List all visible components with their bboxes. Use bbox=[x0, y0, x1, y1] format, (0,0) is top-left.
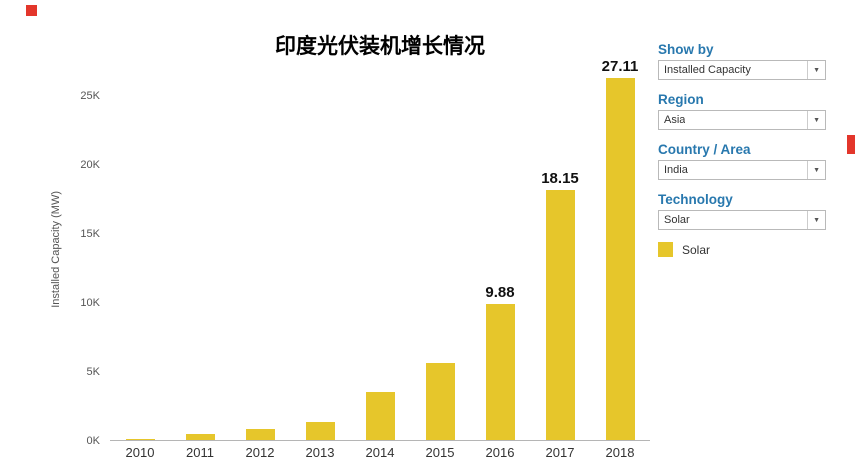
x-tick-label: 2016 bbox=[485, 445, 515, 460]
x-axis-labels: 2010 2011 2012 2013 2014 2015 2016 2017 2018 bbox=[110, 445, 650, 460]
chevron-down-icon[interactable]: ▼ bbox=[807, 161, 825, 179]
bar-2014[interactable] bbox=[365, 391, 395, 440]
filter-dropdown[interactable]: Solar ▼ bbox=[658, 210, 826, 230]
red-marker-top-left bbox=[26, 5, 37, 16]
x-tick-label: 2012 bbox=[245, 445, 275, 460]
bar-2010[interactable] bbox=[125, 439, 155, 440]
bar-group-2018: 27.11 bbox=[590, 58, 650, 440]
plot-area: 9.88 18.15 27.11 bbox=[110, 58, 650, 441]
y-tick-label: 15K bbox=[80, 228, 100, 241]
bar-group-2017: 18.15 bbox=[530, 58, 590, 440]
x-tick-label: 2011 bbox=[186, 445, 214, 460]
chevron-down-icon[interactable]: ▼ bbox=[807, 211, 825, 229]
y-tick-label: 20K bbox=[80, 159, 100, 172]
y-tick-label: 10K bbox=[80, 297, 100, 310]
bar-2016[interactable] bbox=[485, 303, 515, 440]
bar-group-2015 bbox=[410, 58, 470, 440]
x-tick-label: 2014 bbox=[365, 445, 395, 460]
y-tick-label: 0K bbox=[86, 435, 100, 447]
bars: 9.88 18.15 27.11 bbox=[110, 58, 650, 440]
bar-2012[interactable] bbox=[245, 428, 275, 440]
legend-label: Solar bbox=[682, 242, 711, 257]
x-tick-label: 2010 bbox=[125, 445, 155, 460]
bar-2017[interactable] bbox=[545, 189, 575, 440]
filter-dropdown[interactable]: Asia ▼ bbox=[658, 110, 826, 130]
bar-group-2016: 9.88 bbox=[470, 58, 530, 440]
filter-region: Region Asia ▼ bbox=[658, 92, 826, 130]
x-tick-label: 2018 bbox=[605, 445, 635, 460]
legend-item-solar[interactable]: Solar bbox=[658, 242, 826, 257]
bar-2015[interactable] bbox=[425, 362, 455, 440]
x-tick-label: 2017 bbox=[545, 445, 575, 460]
bar-2013[interactable] bbox=[305, 422, 335, 440]
bar-2011[interactable] bbox=[185, 433, 215, 440]
filter-label: Show by bbox=[658, 42, 714, 57]
filters-container: Show by Installed Capacity ▼ Region Asia ▼ Cou… bbox=[658, 42, 826, 230]
chevron-down-icon[interactable]: ▼ bbox=[807, 61, 825, 79]
legend: Solar bbox=[658, 242, 826, 257]
bar-group-2012 bbox=[230, 58, 290, 440]
x-tick-label: 2015 bbox=[425, 445, 455, 460]
chart-title: 印度光伏装机增长情况 bbox=[275, 35, 485, 58]
y-axis-label: Installed Capacity (MW) bbox=[50, 190, 62, 308]
filter-label: Country / Area bbox=[658, 142, 751, 157]
bar-group-2013 bbox=[290, 58, 350, 440]
legend-swatch bbox=[658, 242, 673, 257]
bar-group-2011 bbox=[170, 58, 230, 440]
filter-label: Technology bbox=[658, 192, 733, 207]
dropdown-value: Asia bbox=[664, 114, 686, 126]
filter-label: Region bbox=[658, 92, 704, 107]
bar-group-2010 bbox=[110, 58, 170, 440]
filter-country-area: Country / Area India ▼ bbox=[658, 142, 826, 180]
x-tick-label: 2013 bbox=[305, 445, 335, 460]
bar-group-2014 bbox=[350, 58, 410, 440]
filter-dropdown[interactable]: India ▼ bbox=[658, 160, 826, 180]
filter-technology: Technology Solar ▼ bbox=[658, 192, 826, 230]
filter-dropdown[interactable]: Installed Capacity ▼ bbox=[658, 60, 826, 80]
chevron-down-icon[interactable]: ▼ bbox=[807, 111, 825, 129]
bar-value-label: 9.88 bbox=[485, 283, 515, 301]
filter-sidebar: Show by Installed Capacity ▼ Region Asia ▼ Cou… bbox=[658, 42, 826, 257]
dropdown-value: India bbox=[664, 164, 688, 176]
y-axis-ticks: 0K 5K 10K 15K 20K 25K bbox=[62, 58, 104, 447]
dropdown-value: Solar bbox=[664, 214, 690, 226]
bar-value-label: 27.11 bbox=[601, 58, 639, 75]
y-tick-label: 25K bbox=[80, 90, 100, 103]
filter-show-by: Show by Installed Capacity ▼ bbox=[658, 42, 826, 80]
bar-value-label: 18.15 bbox=[541, 169, 579, 187]
bar-2018[interactable] bbox=[605, 78, 635, 440]
red-marker-right-edge bbox=[847, 135, 855, 154]
y-tick-label: 5K bbox=[86, 366, 100, 379]
dropdown-value: Installed Capacity bbox=[664, 64, 751, 76]
